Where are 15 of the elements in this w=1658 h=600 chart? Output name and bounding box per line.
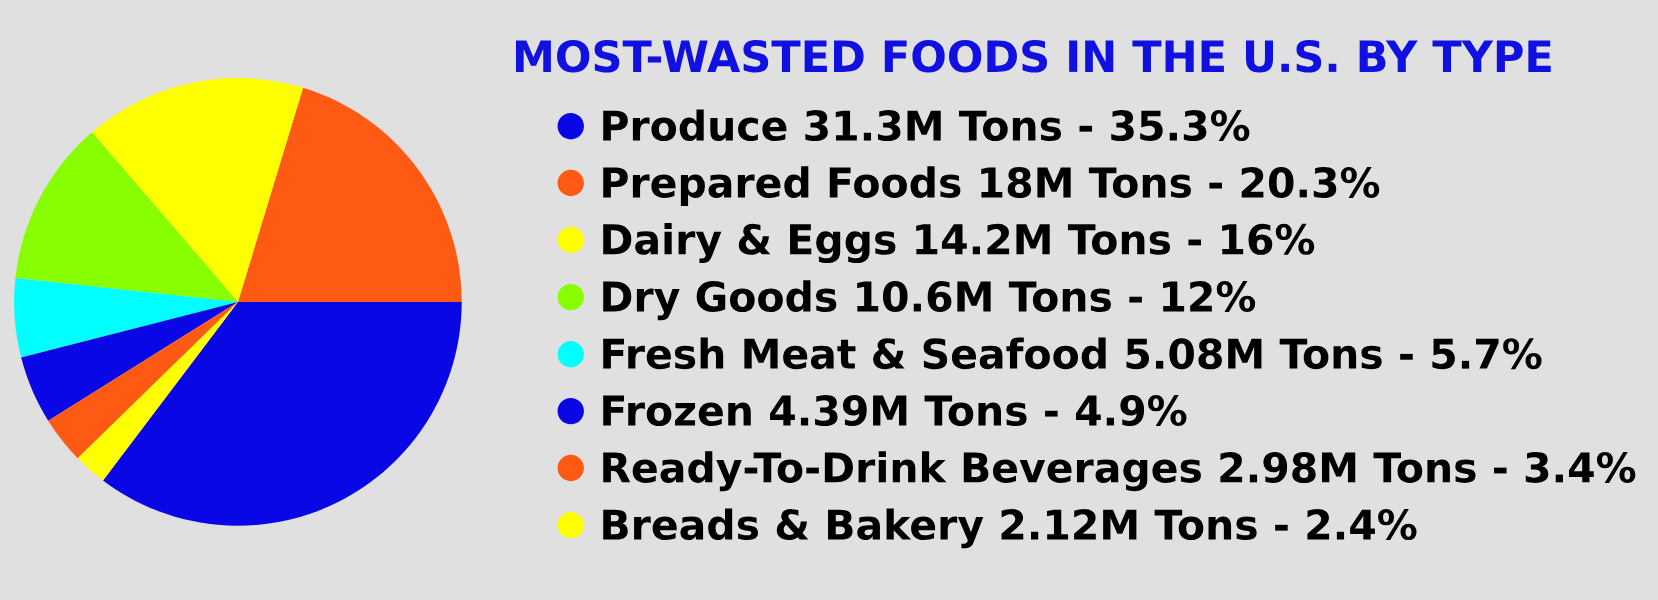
legend-label: Breads & Bakery 2.12M Tons - 2.4% [603,508,1417,549]
legend-label: Dairy & Eggs 14.2M Tons - 16% [603,223,1315,264]
pie-slice [92,78,304,302]
pie-slice [237,87,462,302]
legend-label: Dry Goods 10.6M Tons - 12% [603,280,1256,321]
legend-label: Frozen 4.39M Tons - 4.9% [603,395,1187,427]
chart-title: MOST-WASTED FOODS IN THE U.S. BY TYPE [515,39,1551,73]
legend-label: Ready-To-Drink Beverages 2.98M Tons - 3.4% [603,451,1636,492]
pie-slice [77,301,238,481]
pie-slice [15,132,238,302]
legend-label: Produce 31.3M Tons - 35.3% [603,109,1250,142]
legend-label: Prepared Foods 18M Tons - 20.3% [603,166,1380,206]
pie-slice [14,278,238,358]
legend-label: Fresh Meat & Seafood 5.08M Tons - 5.7% [603,337,1542,370]
pie-slice [48,301,238,459]
